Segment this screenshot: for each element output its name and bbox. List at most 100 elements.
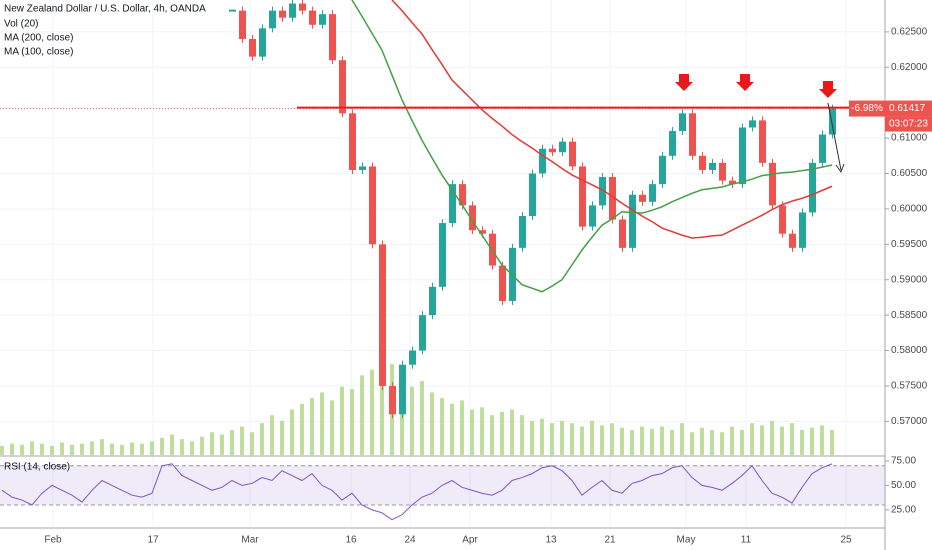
volume-bar (420, 381, 424, 455)
volume-bar (270, 415, 274, 455)
volume-bar (40, 443, 44, 455)
volume-bar (450, 403, 454, 455)
x-tick-label: 11 (741, 535, 752, 546)
candle (249, 38, 256, 57)
volume-bar (290, 409, 294, 455)
volume-bar (680, 423, 684, 455)
volume-bar (740, 429, 744, 455)
candle (239, 10, 246, 39)
price-pane (0, 0, 885, 419)
legend-entry: MA (100, close) (4, 47, 73, 58)
volume-bar (650, 428, 654, 455)
projection-arrow (827, 102, 842, 171)
x-tick-label: 17 (147, 535, 159, 546)
candle (629, 194, 636, 248)
volume-bar (520, 415, 524, 455)
candle (549, 148, 556, 153)
price-axis (885, 0, 932, 550)
candle (739, 127, 746, 185)
candle (589, 205, 596, 227)
legend-entry: MA (200, close) (4, 33, 73, 44)
x-tick-label: 24 (404, 535, 416, 546)
x-tick-label: 13 (545, 535, 557, 546)
volume-bar (810, 427, 814, 455)
volume-bar (130, 442, 134, 455)
x-tick-label: Feb (44, 535, 62, 546)
candle (559, 141, 566, 153)
y-tick-label: 0.60500 (891, 168, 928, 179)
volume-bar (710, 429, 714, 455)
volume-bar (370, 369, 374, 455)
candle (369, 166, 376, 245)
volume-bar (330, 400, 334, 455)
x-tick-label: Mar (241, 535, 259, 546)
volume-bar (100, 439, 104, 455)
candle (399, 364, 406, 415)
axes: Feb 17 Mar 16 24 Apr 13 21 May 11 25 0.62500 0.62000… (44, 27, 932, 546)
volume-bar (50, 445, 54, 455)
volume-bar (590, 420, 594, 455)
change-label: -6.98% (851, 103, 883, 114)
volume-bar (760, 425, 764, 455)
volume-bar (790, 423, 794, 455)
y-tick-label: 0.61000 (891, 133, 928, 144)
candle (519, 215, 526, 248)
volume-bar (670, 429, 674, 455)
peak-arrow (675, 74, 693, 91)
candle (699, 155, 706, 170)
candle (539, 148, 546, 174)
volume-bar (640, 426, 644, 455)
candle (639, 194, 646, 202)
volume-bar (200, 436, 204, 455)
volume-bar (20, 444, 24, 455)
candle (679, 113, 686, 132)
volume-bar (80, 443, 84, 455)
y-tick-label: 75.00 (891, 456, 916, 467)
candle (609, 177, 616, 220)
candle (619, 219, 626, 248)
volume-bar (280, 420, 284, 455)
volume-bar (90, 441, 94, 455)
candle (659, 155, 666, 185)
volume-pane (0, 352, 834, 455)
candle (299, 3, 306, 11)
candle (749, 120, 756, 128)
volume-bar (720, 432, 724, 455)
candle (439, 223, 446, 287)
volume-bar (150, 441, 154, 455)
volume-bar (660, 426, 664, 455)
y-tick-label: 50.00 (891, 480, 916, 491)
volume-bar (610, 423, 614, 455)
projection-arrow-head (835, 163, 845, 174)
peak-arrow (819, 81, 837, 98)
chart-title: New Zealand Dollar / U.S. Dollar, 4h, OA… (4, 4, 206, 15)
candle (649, 184, 656, 202)
candle (419, 315, 426, 351)
candle (429, 286, 436, 316)
volume-bar (220, 434, 224, 455)
candle (229, 9, 236, 12)
volume-bar (30, 441, 34, 455)
y-tick-label: 0.59500 (891, 239, 928, 250)
legend: New Zealand Dollar / U.S. Dollar, 4h, OA… (4, 4, 206, 473)
y-tick-label: 0.59000 (891, 274, 928, 285)
rsi-title: RSI (14, close) (4, 462, 70, 473)
candle (289, 3, 296, 18)
candle (459, 184, 466, 206)
candle (359, 166, 366, 170)
volume-bar (480, 407, 484, 455)
volume-bar (170, 434, 174, 455)
candle (769, 162, 776, 206)
price-badge (885, 100, 932, 117)
volume-bar (750, 423, 754, 455)
volume-bar (60, 442, 64, 455)
volume-bar (320, 392, 324, 455)
candle (339, 60, 346, 114)
volume-bar (240, 426, 244, 455)
volume-bar (210, 432, 214, 455)
candle (569, 141, 576, 167)
volume-bar (800, 429, 804, 455)
candle (669, 131, 676, 156)
volume-bar (140, 443, 144, 455)
